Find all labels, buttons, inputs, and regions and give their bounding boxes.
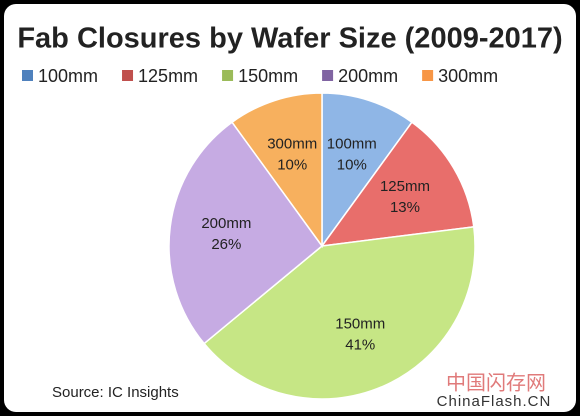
legend-label: 300mm: [438, 66, 498, 86]
slice-category: 300mm: [267, 135, 317, 152]
watermark-url: ChinaFlash.CN: [437, 393, 552, 410]
slice-category: 100mm: [327, 135, 377, 152]
slice-category: 125mm: [380, 178, 430, 195]
pie-slice: [168, 121, 324, 345]
pie-slice: [321, 92, 413, 249]
slice-value: 41%: [345, 336, 375, 353]
legend-swatch: [322, 70, 334, 81]
slice-value: 13%: [390, 199, 420, 216]
pie-slice: [203, 225, 476, 400]
slice-value: 26%: [211, 236, 241, 253]
pie-slice: [320, 121, 475, 247]
source-note: Source: IC Insights: [52, 384, 179, 401]
legend-label: 150mm: [238, 66, 298, 86]
slice-category: 150mm: [335, 315, 385, 332]
pie-slice: [231, 92, 323, 249]
chart-title: Fab Closures by Wafer Size (2009-2017): [17, 23, 562, 55]
legend-swatch: [222, 70, 234, 81]
legend-swatch: [22, 70, 33, 81]
slice-category: 200mm: [201, 215, 251, 232]
legend-swatch: [122, 70, 134, 81]
slice-value: 10%: [337, 156, 367, 173]
watermark: 中国闪存网: [446, 371, 546, 394]
legend-label: 200mm: [338, 66, 398, 86]
legend-label: 125mm: [138, 66, 198, 86]
legend-swatch: [422, 70, 434, 81]
legend-label: 100mm: [38, 66, 98, 86]
slice-value: 10%: [277, 156, 307, 173]
